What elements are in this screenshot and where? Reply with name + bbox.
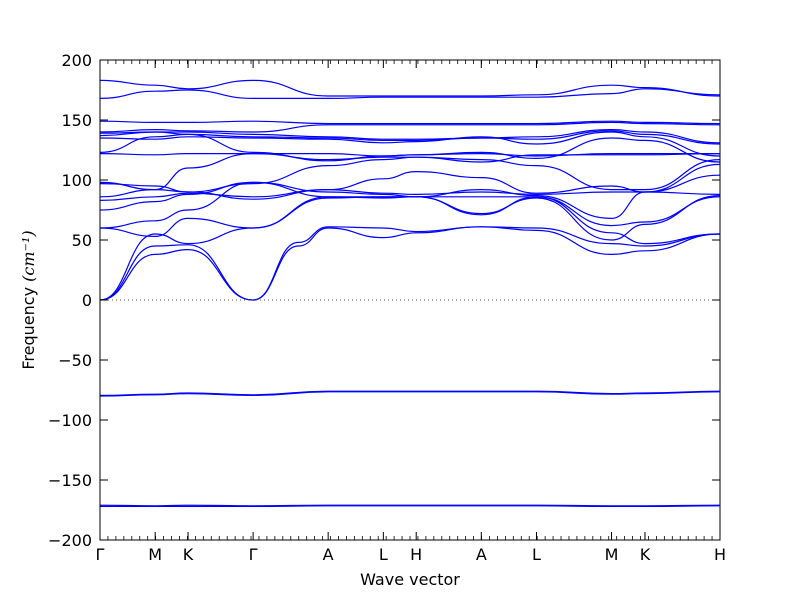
x-tick-label: L: [532, 545, 541, 564]
y-tick-label: −50: [58, 351, 92, 370]
band-line-5: [99, 226, 721, 301]
band-line-22: [99, 88, 721, 100]
band-line-18: [99, 130, 721, 145]
y-tick-label: −100: [48, 411, 92, 430]
x-tick-label: H: [410, 545, 422, 564]
band-line-20: [99, 121, 721, 133]
band-line-19: [99, 128, 721, 144]
band-line-23: [99, 79, 721, 97]
band-line-4: [99, 390, 721, 396]
x-tick-label: Γ: [96, 545, 105, 564]
band-line-21: [99, 120, 721, 125]
plot-frame: [99, 59, 721, 541]
x-tick-label: A: [323, 545, 334, 564]
band-line-11: [99, 174, 721, 201]
y-axis-unit: (cm⁻¹): [19, 230, 38, 281]
x-axis-label: Wave vector: [360, 570, 460, 589]
band-line-7: [99, 196, 721, 301]
x-tick-label: M: [605, 545, 619, 564]
y-tick-label: −150: [48, 471, 92, 490]
band-line-2: [100, 505, 721, 508]
band-line-6: [99, 226, 721, 301]
x-tick-label: Γ: [249, 545, 258, 564]
x-tick-label: A: [476, 545, 487, 564]
y-axis-label-text: Frequency: [19, 287, 38, 370]
y-tick-label: 0: [82, 291, 92, 310]
y-tick-label: 100: [61, 171, 92, 190]
x-tick-label: K: [640, 545, 651, 564]
x-tick-label: K: [183, 545, 194, 564]
band-line-10: [99, 181, 721, 220]
axis-ticks: [99, 59, 721, 541]
y-tick-label: 150: [61, 111, 92, 130]
band-line-13: [99, 156, 721, 193]
y-axis-label: Frequency (cm⁻¹): [19, 230, 38, 369]
band-curves: [99, 79, 721, 508]
y-tick-labels: −200 −150 −100 −50 0 50 100 150 200: [48, 51, 92, 550]
band-line-17: [99, 131, 721, 157]
x-tick-label: H: [714, 545, 726, 564]
band-line-14: [99, 152, 721, 191]
y-tick-label: 50: [72, 231, 92, 250]
y-tick-label: 200: [61, 51, 92, 70]
x-tick-label: L: [379, 545, 388, 564]
y-tick-label: −200: [48, 531, 92, 550]
x-tick-label: M: [148, 545, 162, 564]
